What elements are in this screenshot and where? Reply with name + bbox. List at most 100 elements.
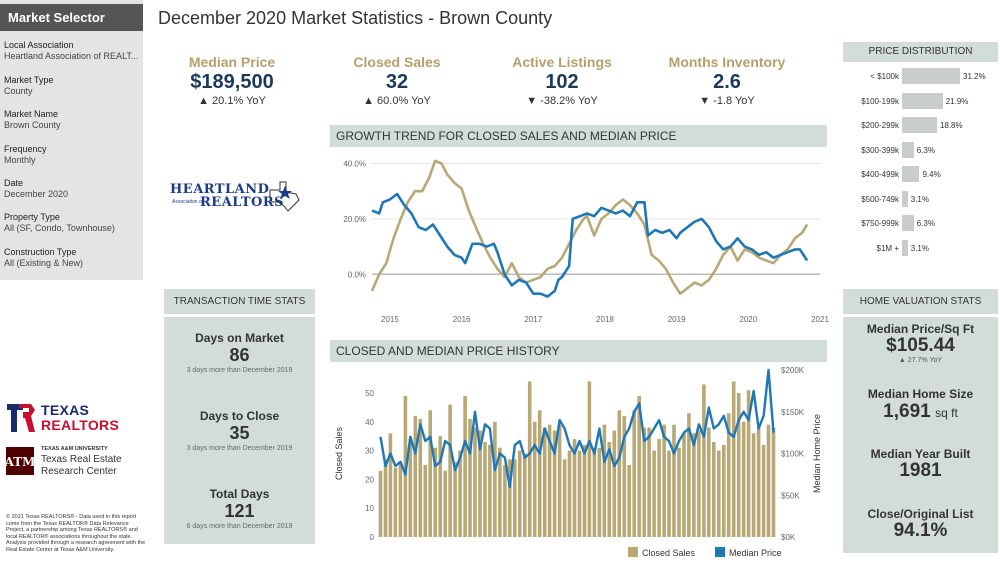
price-range-label: $200-299k	[861, 121, 899, 130]
median-price-trend-line	[371, 192, 809, 298]
filter-market-name[interactable]: Market Name Brown County	[4, 109, 140, 131]
closed-sales-bar	[652, 450, 656, 537]
price-distribution-bar	[902, 239, 908, 256]
closed-sales-bar	[383, 459, 388, 537]
price-sqft-yoy: ▲ 27.7% YoY	[898, 357, 943, 364]
closed-sales-bar	[508, 459, 512, 537]
kpi-value: $189,500	[190, 71, 274, 93]
price-range-label: $300-399k	[861, 145, 899, 155]
filter-local-association[interactable]: Local Association Heartland Association …	[4, 40, 140, 62]
closed-sales-bar	[602, 424, 607, 537]
closed-sales-bar	[443, 470, 447, 537]
price-range-label: $500-749k	[861, 194, 899, 204]
transaction-stats-panel: Days on Market 86 3 days more than Decem…	[164, 317, 315, 544]
filter-label: Construction Type	[4, 247, 77, 257]
filter-date[interactable]: Date December 2020	[4, 178, 140, 200]
filter-label: Market Name	[4, 109, 59, 119]
y-tick-label: 30	[365, 447, 374, 456]
filter-value: All (Existing & New)	[4, 258, 84, 268]
total-days-title: Total Days	[209, 487, 270, 501]
heartland-logo-line3: REALTORS	[200, 195, 285, 210]
legend-median-price-swatch	[715, 547, 725, 557]
closed-sales-bar	[488, 444, 492, 537]
closed-sales-bar	[731, 381, 736, 537]
days-to-close-note: 3 days more than December 2019	[186, 445, 293, 452]
texas-star-icon	[269, 181, 300, 212]
price-distribution-bar	[902, 117, 937, 133]
close-list-value: 94.1%	[893, 520, 948, 541]
close-list-title: Close/Original List	[867, 507, 974, 521]
closed-sales-bar	[468, 418, 472, 537]
filter-market-type[interactable]: Market Type County	[4, 75, 140, 97]
closed-sales-bar	[756, 427, 761, 537]
closed-sales-bar	[498, 447, 502, 537]
price-distribution-row: $400-499k 9.4%	[843, 165, 998, 183]
kpi-value: 2.6	[713, 71, 741, 93]
closed-sales-bar	[413, 416, 418, 537]
y2-axis-label: Median Home Price	[812, 414, 822, 493]
price-distribution-bar	[902, 166, 920, 182]
price-range-label: $750-999k	[861, 219, 899, 228]
y-axis-label: Closed Sales	[334, 426, 344, 480]
y2-tick-label: $50K	[781, 491, 800, 500]
texas-realtors-line2: REALTORS	[41, 417, 120, 433]
closed-sales-bar	[532, 421, 537, 537]
price-distribution-row: $1M + 3.1%	[843, 239, 998, 257]
closed-sales-bar	[726, 413, 731, 537]
price-distribution-pct: 9.4%	[922, 170, 941, 179]
price-distribution-row: $500-749k 3.1%	[843, 190, 998, 208]
price-distribution-bar	[902, 215, 914, 231]
kpi-months-inventory: Months Inventory 2.6 ▼ -1.8 YoY	[657, 54, 797, 107]
growth-trend-header: GROWTH TREND FOR CLOSED SALES AND MEDIAN…	[330, 125, 827, 147]
closed-sales-bar	[741, 421, 746, 537]
closed-sales-bar	[483, 442, 487, 537]
svg-text:ATM: ATM	[5, 455, 35, 469]
kpi-label: Median Price	[188, 54, 276, 70]
legend-median-price-label: Median Price	[729, 548, 782, 558]
closed-sales-bar	[523, 453, 527, 537]
price-distribution-pct: 31.2%	[963, 72, 986, 81]
price-distribution-row: $100-199k 21.9%	[843, 92, 998, 110]
closed-sales-bar	[607, 442, 612, 537]
price-sqft-value: $105.44	[886, 335, 955, 356]
filter-label: Local Association	[4, 40, 74, 50]
closed-sales-bar	[378, 470, 383, 537]
closed-sales-bar	[627, 465, 631, 537]
closed-sales-bar	[453, 462, 457, 537]
x-tick-label: 2016	[453, 315, 471, 324]
closed-sales-bar	[438, 436, 442, 537]
closed-sales-trend-line	[370, 159, 809, 295]
tamu-logo: ATM TEXAS A&M UNIVERSITY Texas Real Esta…	[5, 446, 135, 480]
y-tick-label: 0	[370, 533, 375, 542]
filter-construction-type[interactable]: Construction Type All (Existing & New)	[4, 247, 140, 269]
days-to-close-value: 35	[229, 423, 250, 443]
closed-sales-bar	[388, 433, 393, 537]
closed-sales-bar	[513, 459, 517, 537]
y-tick-label: 20	[365, 475, 374, 484]
x-tick-label: 2017	[524, 315, 542, 324]
tamu-mark-icon: ATM	[5, 447, 35, 475]
closed-sales-bar	[677, 447, 681, 537]
x-tick-label: 2015	[381, 315, 399, 324]
closed-sales-bar	[761, 444, 766, 537]
closed-sales-bar	[458, 450, 462, 537]
closed-sales-bar	[547, 424, 552, 537]
year-built-title: Median Year Built	[870, 447, 971, 461]
market-selector-title: Market Selector	[0, 4, 143, 31]
filter-value: All (SF, Condo, Townhouse)	[4, 223, 115, 233]
texas-realtors-line1: TEXAS	[41, 402, 90, 418]
closed-sales-bar	[662, 424, 666, 537]
days-to-close-title: Days to Close	[199, 409, 280, 423]
closed-sales-bar	[428, 410, 432, 537]
filter-property-type[interactable]: Property Type All (SF, Condo, Townhouse)	[4, 212, 140, 234]
filter-label: Property Type	[4, 212, 60, 222]
tamu-line3: Research Center	[41, 466, 117, 477]
price-distribution-pct: 3.1%	[910, 194, 929, 204]
home-valuation-header: HOME VALUATION STATS	[843, 289, 998, 314]
closed-sales-bar	[617, 410, 622, 537]
closed-sales-bar	[712, 442, 716, 537]
filter-frequency[interactable]: Frequency Monthly	[4, 144, 140, 166]
y2-tick-label: $200K	[781, 366, 805, 375]
price-distribution-pct: 21.9%	[945, 96, 969, 106]
home-size-row: 1,691 sq ft	[843, 401, 998, 423]
